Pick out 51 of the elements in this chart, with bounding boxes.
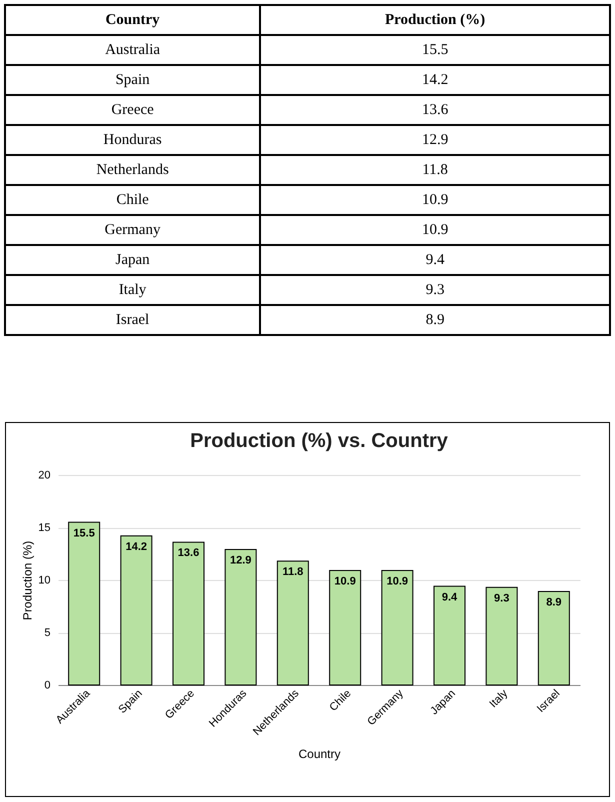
y-tick-label: 0 <box>44 680 50 692</box>
data-label: 11.8 <box>282 566 304 578</box>
bar <box>433 586 466 686</box>
data-label: 8.9 <box>546 596 562 609</box>
data-label: 13.6 <box>260 95 610 125</box>
data-label: 10.9 <box>386 576 408 588</box>
x-tick-label: Italy <box>487 687 511 710</box>
data-label: 10.9 <box>260 215 610 245</box>
bar <box>486 586 518 686</box>
text: Country <box>5 5 260 35</box>
category-label: Israel <box>5 305 260 335</box>
bar <box>172 542 205 686</box>
y-tick-label: 5 <box>44 627 50 639</box>
category-label: Australia <box>5 35 260 65</box>
data-label: 15.5 <box>73 527 95 540</box>
category-label: Honduras <box>5 125 260 155</box>
data-label: 14.2 <box>260 65 610 95</box>
data-label: 12.9 <box>230 554 252 567</box>
bar <box>538 591 570 686</box>
y-tick-label: 20 <box>38 470 50 482</box>
category-label: Netherlands <box>5 155 260 185</box>
data-label: 12.9 <box>260 125 610 155</box>
category-label: Chile <box>5 185 260 215</box>
bar <box>329 570 362 686</box>
category-label: Greece <box>5 95 260 125</box>
bar <box>120 535 152 686</box>
y-tick-label: 10 <box>38 574 50 586</box>
data-label: 10.9 <box>260 185 610 215</box>
y-tick-label: 15 <box>38 522 50 534</box>
data-label: 9.3 <box>494 592 510 604</box>
bar <box>381 570 414 686</box>
bar <box>224 549 257 686</box>
data-label: 9.4 <box>260 245 610 275</box>
x-axis-title: Country <box>298 747 341 762</box>
bar <box>276 560 309 686</box>
category-label: Italy <box>5 275 260 305</box>
category-label: Spain <box>5 65 260 95</box>
y-axis-title: Production (%) <box>20 540 34 620</box>
data-label: 14.2 <box>126 540 148 553</box>
text: Production (%) <box>260 5 610 35</box>
data-label: 9.4 <box>442 591 458 604</box>
bar <box>68 522 100 686</box>
category-label: Japan <box>5 245 260 275</box>
data-label: 11.8 <box>260 155 610 185</box>
data-label: 9.3 <box>260 275 610 305</box>
data-label: 15.5 <box>260 35 610 65</box>
data-label: 13.6 <box>178 547 200 560</box>
chart-title: Production (%) vs. Country <box>190 430 449 452</box>
data-label: 10.9 <box>334 576 356 588</box>
category-label: Germany <box>5 215 260 245</box>
data-label: 8.9 <box>260 305 610 335</box>
